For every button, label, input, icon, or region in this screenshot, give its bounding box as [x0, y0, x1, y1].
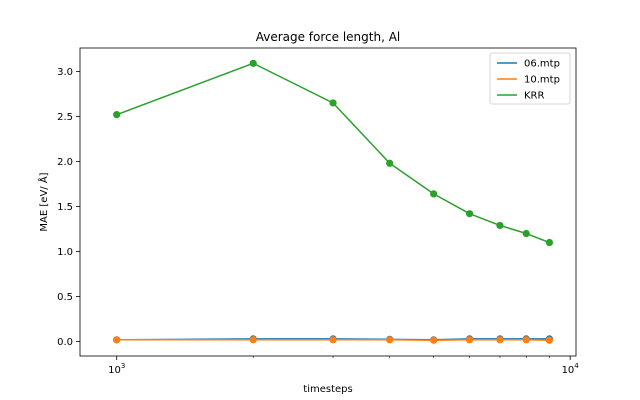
legend-item: 06.mtp: [497, 59, 560, 70]
legend-item: 10.mtp: [497, 75, 560, 86]
y-tick-label: 1.0: [57, 247, 73, 258]
legend-label: 10.mtp: [524, 75, 560, 86]
y-tick-label: 2.5: [57, 112, 73, 123]
data-point: [249, 336, 257, 344]
y-axis: 0.0 0.5 1.0 1.5 2.0 2.5 3.0: [57, 67, 80, 348]
series-krr: [113, 59, 554, 247]
data-point: [113, 336, 121, 344]
data-point: [465, 336, 474, 344]
series-line: [116, 62, 550, 244]
data-point: [522, 229, 530, 238]
data-point: [386, 159, 394, 167]
y-tick-label: 1.5: [57, 202, 73, 213]
data-point: [522, 336, 530, 344]
series-layer: [113, 59, 554, 344]
data-point: [249, 59, 257, 67]
x-tick-label: 104: [562, 362, 580, 376]
legend: 06.mtp 10.mtp KRR: [489, 52, 571, 105]
plot-frame: [79, 47, 577, 357]
legend-label: KRR: [524, 91, 545, 102]
y-tick-label: 0.0: [57, 337, 73, 348]
data-point: [329, 99, 337, 107]
y-axis-label: MAE [eV/ Å]: [37, 172, 50, 231]
data-point: [465, 210, 474, 218]
x-tick-label: 103: [108, 362, 125, 376]
legend-label: 06.mtp: [524, 59, 560, 70]
y-tick-label: 0.5: [57, 292, 73, 303]
chart-title: Average force length, Al: [256, 30, 401, 44]
y-tick-label: 3.0: [57, 67, 73, 78]
data-point: [496, 221, 504, 230]
data-point: [430, 336, 438, 344]
data-point: [545, 336, 554, 344]
data-point: [113, 111, 121, 119]
data-point: [386, 336, 394, 344]
legend-item: KRR: [497, 91, 545, 102]
x-axis: 103 104: [108, 356, 579, 376]
series-10-mtp: [113, 336, 554, 344]
legend-box: [489, 52, 571, 105]
data-point: [496, 336, 504, 344]
x-axis-label: timesteps: [303, 384, 352, 395]
data-point: [329, 336, 337, 344]
data-point: [430, 190, 438, 198]
y-tick-label: 2.0: [57, 157, 73, 168]
data-point: [545, 238, 554, 247]
